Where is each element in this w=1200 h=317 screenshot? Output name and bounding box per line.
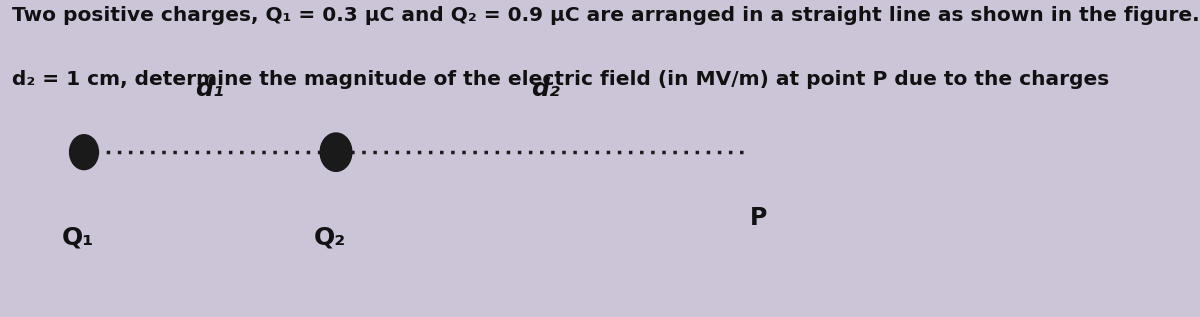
Text: d₂ = 1 cm, determine the magnitude of the electric field (in MV/m) at point P du: d₂ = 1 cm, determine the magnitude of th… (12, 70, 1109, 89)
Text: d₂: d₂ (532, 77, 560, 101)
Text: P: P (750, 206, 767, 230)
Ellipse shape (320, 133, 352, 171)
Text: Two positive charges, Q₁ = 0.3 μC and Q₂ = 0.9 μC are arranged in a straight lin: Two positive charges, Q₁ = 0.3 μC and Q₂… (12, 6, 1200, 25)
Ellipse shape (70, 135, 98, 170)
Text: d₁: d₁ (196, 77, 224, 101)
Text: Q₂: Q₂ (314, 226, 346, 250)
Text: Q₁: Q₁ (62, 226, 94, 250)
